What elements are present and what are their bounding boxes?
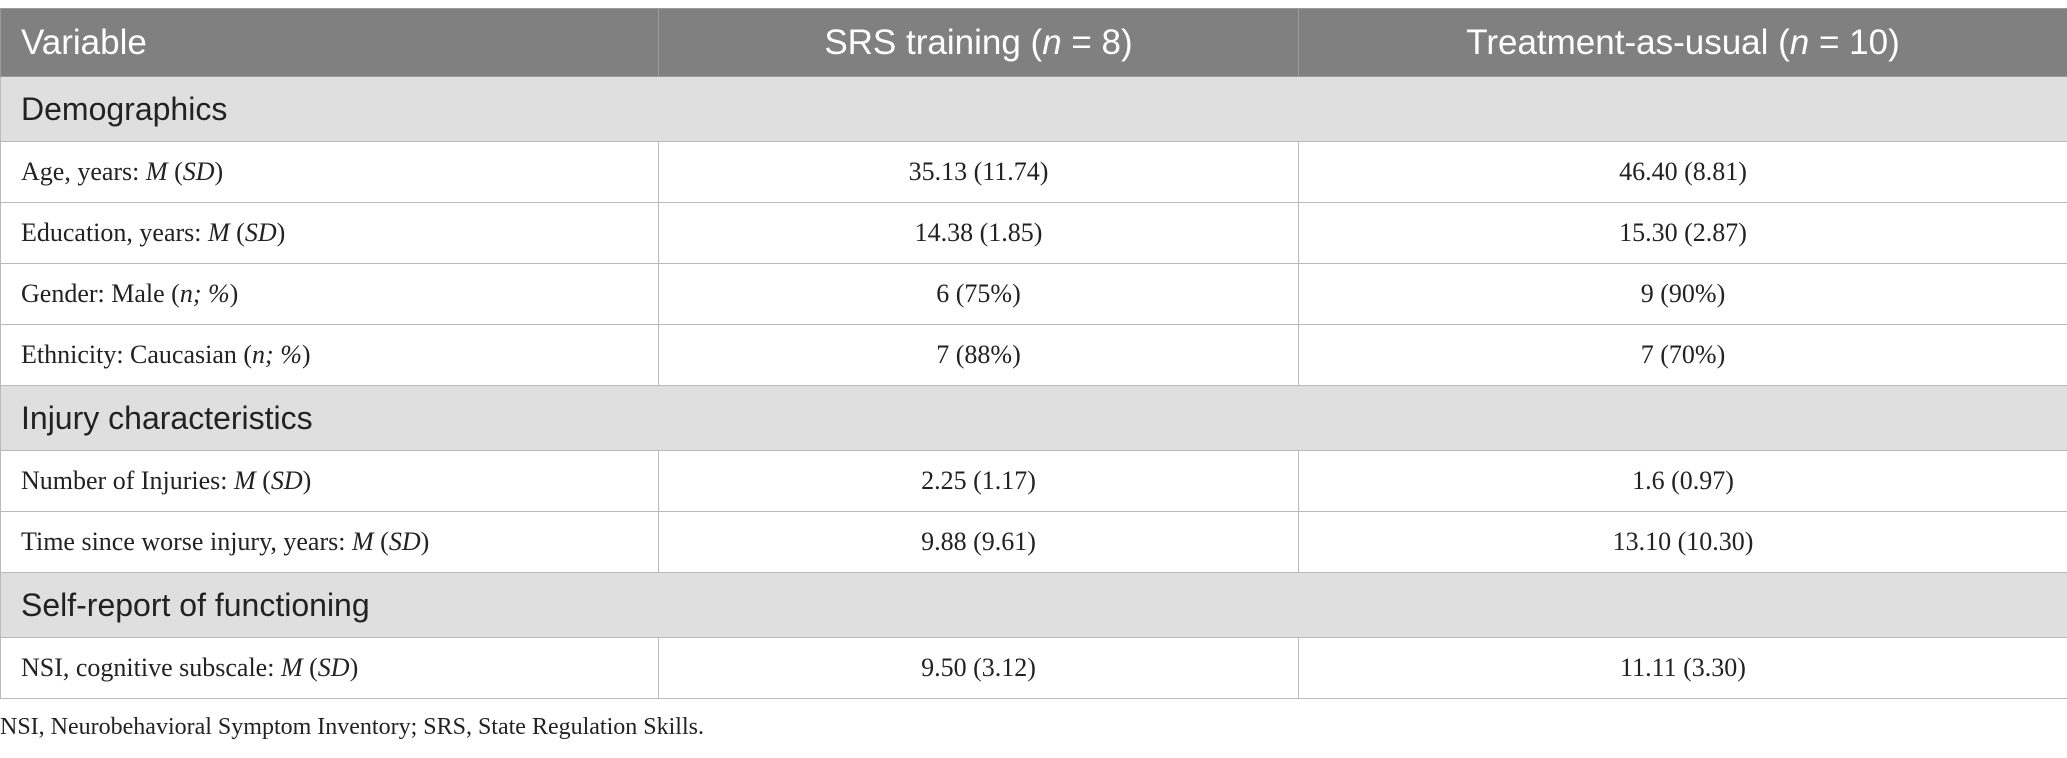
row-label: Age, years: M (SD) [0, 141, 659, 203]
srs-training-value: 6 (75%) [658, 263, 1299, 325]
row-label-part: ) [276, 218, 286, 247]
section-title: Demographics [0, 76, 2067, 142]
row-label-part: Number of Injuries: [21, 466, 235, 495]
row-label-part: SD [317, 653, 350, 682]
row-label-part: NSI, cognitive subscale: [21, 653, 281, 682]
row-label: Number of Injuries: M (SD) [0, 450, 659, 512]
table-row: Education, years: M (SD) 14.38 (1.85) 15.3… [0, 202, 2067, 264]
treatment-as-usual-value: 13.10 (10.30) [1298, 511, 2067, 573]
row-label-part: ) [301, 340, 311, 369]
row-label-part: ) [214, 157, 224, 186]
table-row: Number of Injuries: M (SD) 2.25 (1.17) 1.6… [0, 450, 2067, 512]
row-label-part: ( [229, 218, 245, 247]
row-label-part: Ethnicity: Caucasian ( [21, 340, 253, 369]
row-label: Gender: Male (n; %) [0, 263, 659, 325]
section-title: Self-report of functioning [0, 572, 2067, 638]
row-label-part: Age, years: [21, 157, 146, 186]
table-row: Ethnicity: Caucasian (n; %) 7 (88%) 7 (70%… [0, 324, 2067, 386]
row-label-part: SD [182, 157, 215, 186]
row-label-part: Gender: Male ( [21, 279, 180, 308]
header-srs-training: SRS training (n = 8) [658, 8, 1299, 77]
row-label-part: ( [167, 157, 183, 186]
row-label-part: ) [420, 527, 430, 556]
treatment-as-usual-value: 1.6 (0.97) [1298, 450, 2067, 512]
treatment-as-usual-value: 15.30 (2.87) [1298, 202, 2067, 264]
row-label-part: M [280, 653, 303, 682]
srs-training-value: 14.38 (1.85) [658, 202, 1299, 264]
header-treatment-as-usual: Treatment-as-usual (n = 10) [1298, 8, 2067, 77]
srs-training-value: 2.25 (1.17) [658, 450, 1299, 512]
treatment-as-usual-value: 46.40 (8.81) [1298, 141, 2067, 203]
row-label: Time since worse injury, years: M (SD) [0, 511, 659, 573]
srs-training-value: 9.50 (3.12) [658, 637, 1299, 699]
row-label-part: ) [229, 279, 239, 308]
treatment-as-usual-value: 11.11 (3.30) [1298, 637, 2067, 699]
row-label-part: ) [302, 466, 312, 495]
row-label-part: ( [373, 527, 389, 556]
row-label-part: ) [349, 653, 359, 682]
row-label-part: Time since worse injury, years: [21, 527, 352, 556]
row-label: Education, years: M (SD) [0, 202, 659, 264]
section-row: Self-report of functioning [0, 572, 2067, 638]
row-label-part: Education, years: [21, 218, 208, 247]
srs-training-value: 9.88 (9.61) [658, 511, 1299, 573]
row-label-part: SD [244, 218, 277, 247]
row-label-part: n; % [252, 340, 302, 369]
row-label-part: M [351, 527, 374, 556]
srs-training-value: 7 (88%) [658, 324, 1299, 386]
section-title: Injury characteristics [0, 385, 2067, 451]
row-label-part: n; % [179, 279, 230, 308]
row-label-part: M [145, 157, 168, 186]
table-row: NSI, cognitive subscale: M (SD) 9.50 (3.1… [0, 637, 2067, 699]
row-label-part: SD [270, 466, 303, 495]
characteristics-table: Variable SRS training (n = 8) Treatment-… [0, 8, 2067, 699]
header-variable: Variable [0, 8, 659, 77]
table-row: Time since worse injury, years: M (SD) 9.… [0, 511, 2067, 573]
table-row: Gender: Male (n; %) 6 (75%) 9 (90%) [0, 263, 2067, 325]
section-row: Demographics [0, 76, 2067, 142]
header-row: Variable SRS training (n = 8) Treatment-… [0, 8, 2067, 77]
table-footnote: NSI, Neurobehavioral Symptom Inventory; … [0, 714, 704, 740]
treatment-as-usual-value: 9 (90%) [1298, 263, 2067, 325]
table-row: Age, years: M (SD) 35.13 (11.74) 46.40 (8.… [0, 141, 2067, 203]
row-label-part: M [234, 466, 256, 495]
row-label: NSI, cognitive subscale: M (SD) [0, 637, 659, 699]
row-label-part: ( [302, 653, 318, 682]
row-label-part: SD [388, 527, 421, 556]
section-row: Injury characteristics [0, 385, 2067, 451]
row-label-part: ( [255, 466, 271, 495]
srs-training-value: 35.13 (11.74) [658, 141, 1299, 203]
row-label: Ethnicity: Caucasian (n; %) [0, 324, 659, 386]
row-label-part: M [208, 218, 230, 247]
treatment-as-usual-value: 7 (70%) [1298, 324, 2067, 386]
